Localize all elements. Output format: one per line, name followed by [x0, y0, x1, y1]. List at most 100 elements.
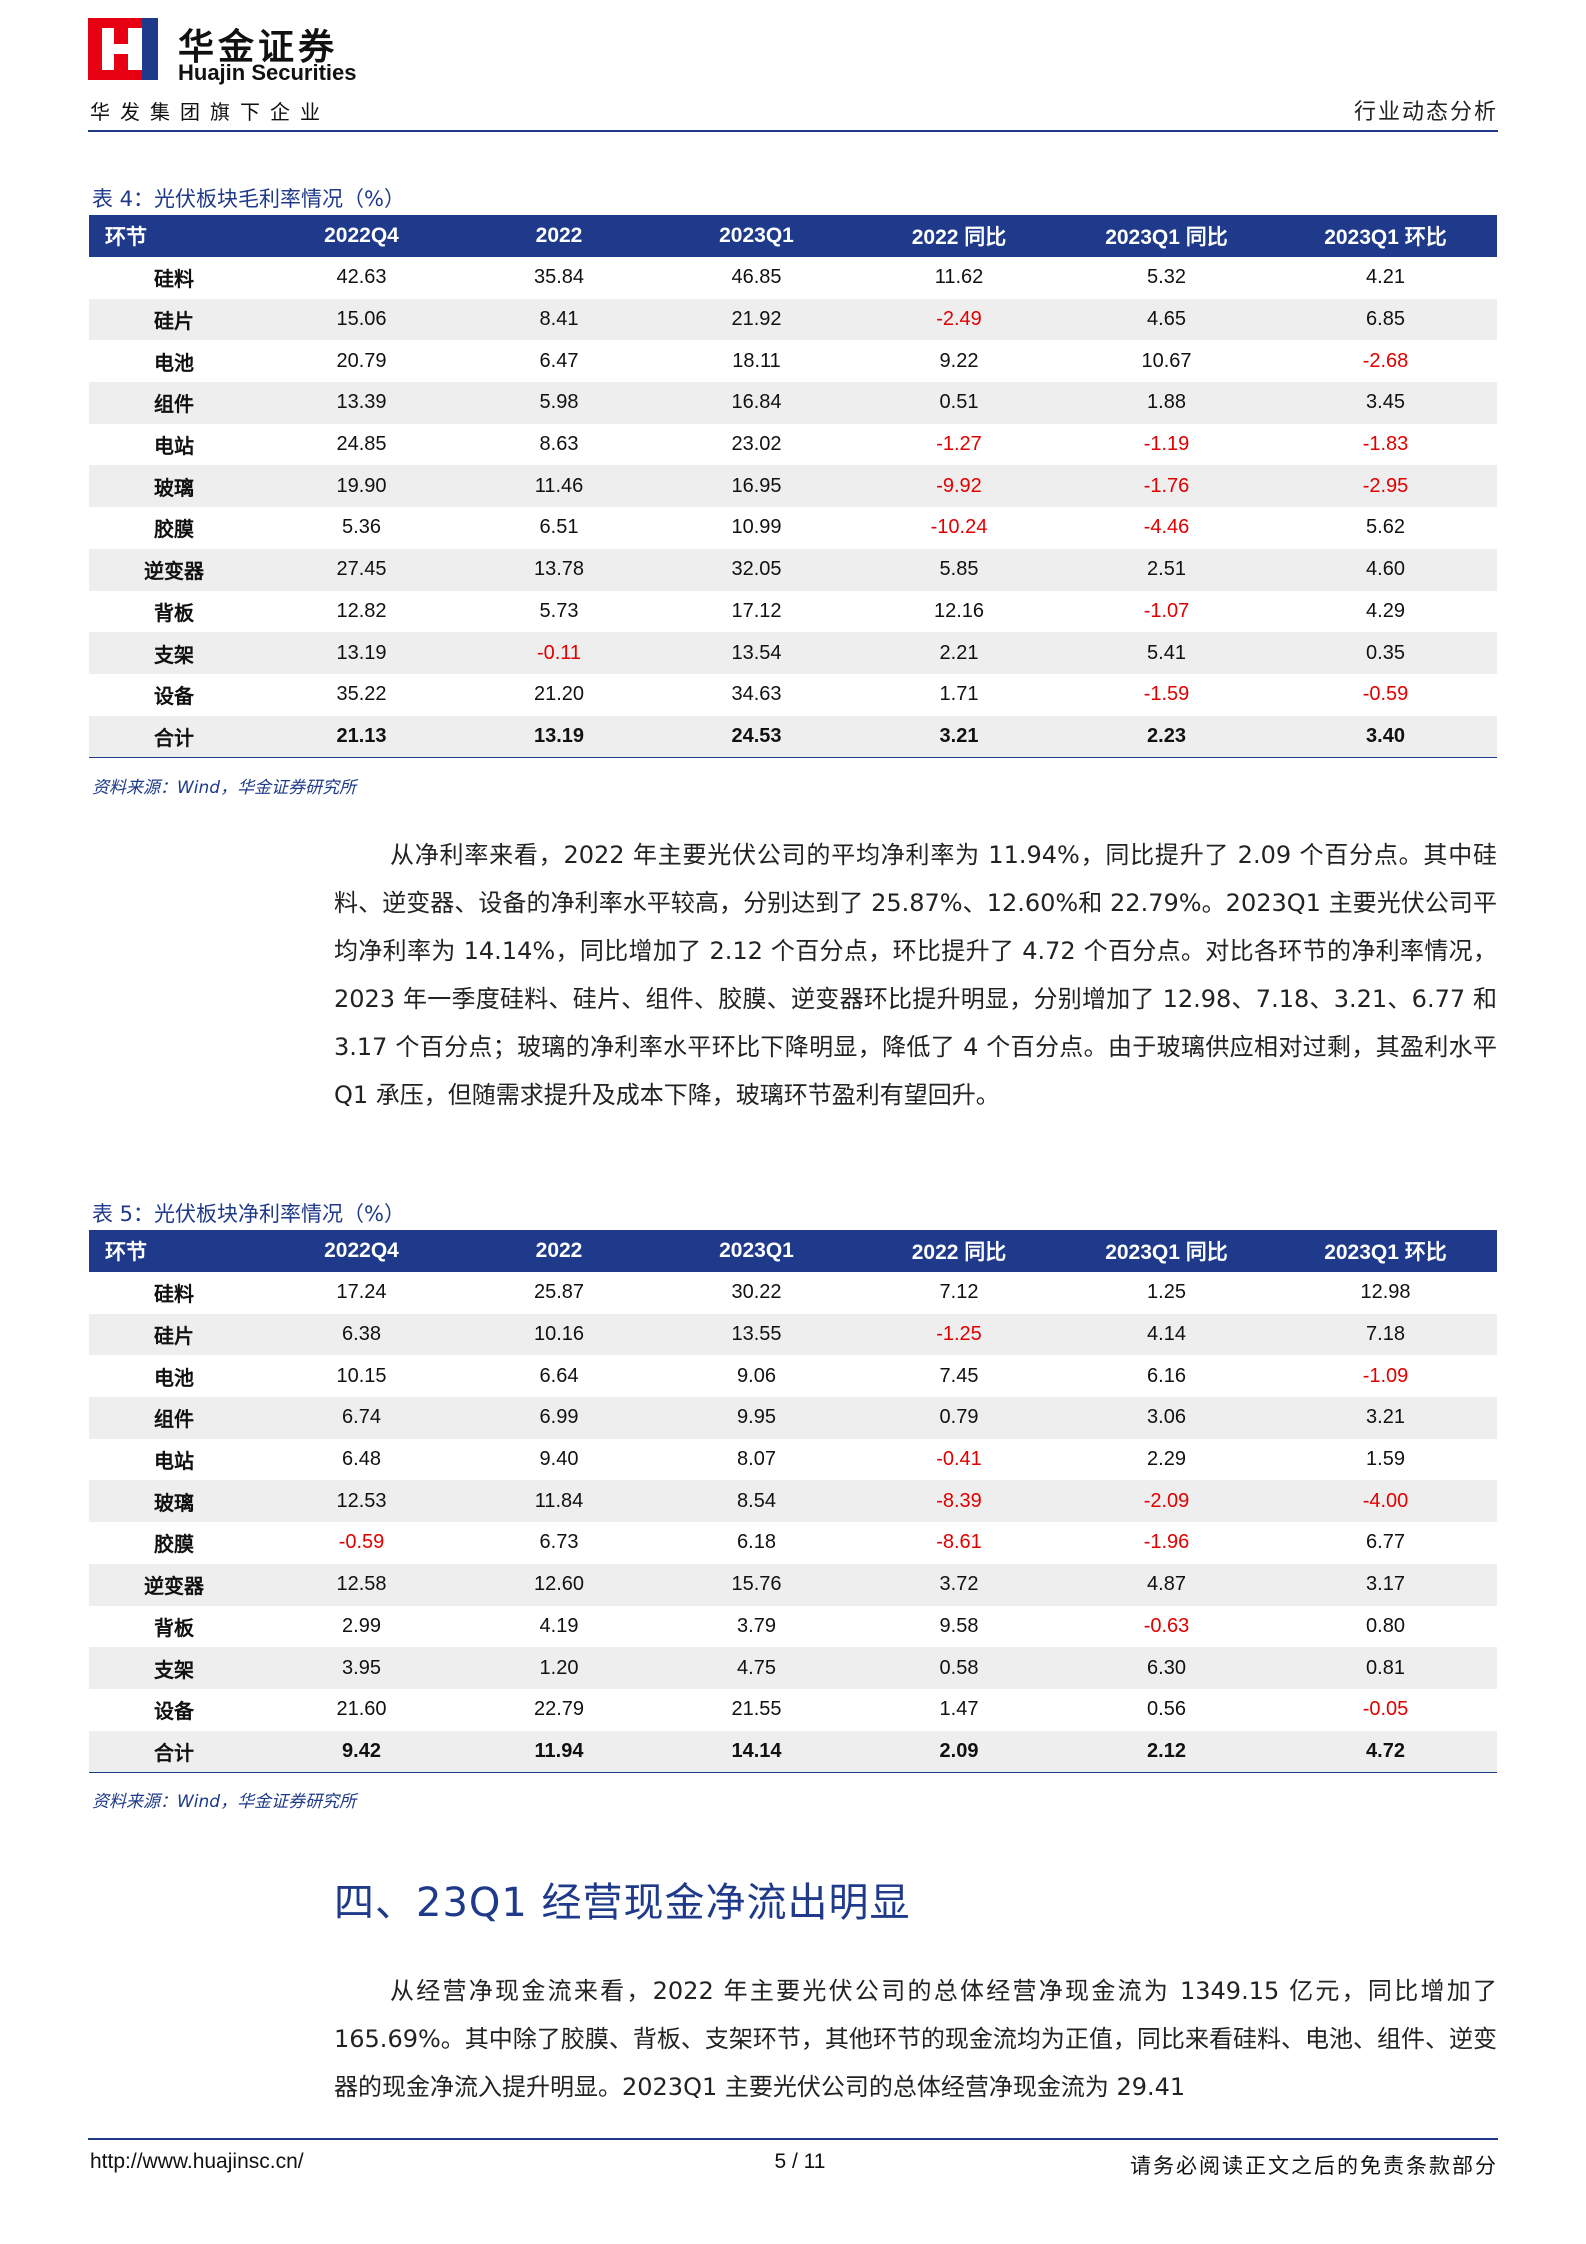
table-row: 背板 12.82 5.73 17.12 12.16 -1.07 4.29 [89, 591, 1497, 633]
table-cell: 2.23 [1059, 715, 1274, 759]
table-cell: 6.18 [737, 1531, 776, 1554]
table-cell: 25.87 [533, 1281, 585, 1304]
table-cell: -0.11 [464, 632, 654, 674]
table-cell: 15.06 [259, 298, 464, 341]
row-label: 组件 [89, 382, 259, 424]
row-label: 设备 [154, 684, 194, 709]
table-cell: 13.19 [464, 715, 654, 759]
table-cell: 3.40 [1274, 715, 1497, 759]
table-cell: 4.87 [1059, 1563, 1274, 1606]
table-row: 设备 35.22 21.20 34.63 1.71 -1.59 -0.59 [89, 674, 1497, 716]
table-cell: 4.14 [1059, 1313, 1274, 1356]
table-row: 合计 9.42 11.94 14.14 2.09 2.12 4.72 [89, 1730, 1497, 1774]
table-cell: 9.95 [654, 1397, 859, 1439]
column-header: 环节 [89, 1230, 259, 1272]
table-cell: 3.95 [259, 1647, 464, 1689]
table-cell: -1.25 [859, 1313, 1059, 1356]
page-number: 5 / 11 [774, 2150, 826, 2173]
table-cell: 16.84 [654, 382, 859, 424]
table-cell: 34.63 [731, 683, 782, 706]
row-label: 硅片 [89, 1313, 259, 1356]
table-cell: -2.49 [859, 298, 1059, 341]
company-logo-icon [88, 18, 158, 80]
table-cell: 1.47 [939, 1698, 979, 1721]
table-cell: 1.88 [1059, 382, 1274, 424]
table-row: 支架 13.19 -0.11 13.54 2.21 5.41 0.35 [89, 632, 1497, 674]
row-label: 合计 [89, 1730, 259, 1774]
table-cell: 2.51 [1059, 548, 1274, 591]
footer-divider [88, 2138, 1498, 2140]
table-cell: 4.19 [539, 1614, 579, 1637]
table-cell: 6.51 [539, 516, 579, 539]
table-cell: 6.74 [259, 1397, 464, 1439]
company-name-cn: 华金证券 [178, 27, 339, 68]
table-cell: 8.41 [464, 298, 654, 341]
table-cell: 21.13 [259, 715, 464, 759]
table-cell: 0.56 [1147, 1698, 1186, 1721]
table-cell: 6.64 [539, 1364, 579, 1387]
row-label: 玻璃 [89, 465, 259, 508]
table-cell: 7.12 [939, 1281, 979, 1304]
table-cell: 12.58 [259, 1563, 464, 1606]
table-cell: 12.53 [259, 1480, 464, 1523]
table-cell: 3.79 [737, 1614, 776, 1637]
table-cell: 12.98 [1360, 1281, 1411, 1304]
table-row: 背板 2.99 4.19 3.79 9.58 -0.63 0.80 [89, 1606, 1497, 1648]
table-cell: 13.55 [654, 1313, 859, 1356]
table-cell: 10.99 [731, 516, 782, 539]
table-row: 电站 6.48 9.40 8.07 -0.41 2.29 1.59 [89, 1439, 1497, 1481]
table-cell: -10.24 [930, 516, 988, 539]
column-header: 2023Q1 [654, 215, 859, 257]
table-cell: 8.07 [737, 1448, 776, 1471]
table-cell: 11.94 [464, 1730, 654, 1774]
table-row: 胶膜 5.36 6.51 10.99 -10.24 -4.46 5.62 [89, 507, 1497, 549]
column-header: 2022 [464, 1230, 654, 1272]
table-cell: 3.17 [1274, 1563, 1497, 1606]
table-cell: 4.65 [1059, 298, 1274, 341]
row-label: 合计 [89, 715, 259, 759]
table-cell: 15.76 [654, 1563, 859, 1606]
row-label: 玻璃 [89, 1480, 259, 1523]
table-cell: 6.48 [342, 1448, 381, 1471]
table-cell: 8.63 [539, 433, 579, 456]
column-header: 2023Q1 [654, 1230, 859, 1272]
table-cell: 27.45 [259, 548, 464, 591]
table-cell: 2.21 [859, 632, 1059, 674]
table-cell: 5.98 [464, 382, 654, 424]
table4-source: 资料来源：Wind，华金证券研究所 [92, 778, 357, 798]
row-label: 背板 [154, 600, 194, 625]
company-name-en: Huajin Securities [178, 60, 357, 85]
row-label: 电站 [154, 1449, 194, 1474]
table-cell: 22.79 [533, 1698, 585, 1721]
table-cell: 1.59 [1366, 1448, 1405, 1471]
table-cell: 0.51 [859, 382, 1059, 424]
table4-caption: 表 4：光伏板块毛利率情况（%） [92, 187, 405, 211]
table5-caption: 表 5：光伏板块净利率情况（%） [92, 1202, 405, 1226]
column-header: 2022Q4 [259, 1230, 464, 1272]
table-cell: -1.27 [936, 433, 982, 456]
table-cell: 13.19 [259, 632, 464, 674]
table-cell: 0.58 [859, 1647, 1059, 1689]
footer-website-link[interactable]: http://www.huajinsc.cn/ [90, 2150, 304, 2173]
table-cell: 12.60 [464, 1563, 654, 1606]
column-header: 2022 同比 [859, 215, 1059, 257]
table-cell: 3.21 [859, 715, 1059, 759]
table-cell: 4.29 [1366, 599, 1405, 622]
table-cell: 5.32 [1147, 266, 1186, 289]
table-row: 电池 10.15 6.64 9.06 7.45 6.16 -1.09 [89, 1355, 1497, 1397]
table-cell: 32.05 [654, 548, 859, 591]
table-cell: 9.06 [737, 1364, 776, 1387]
table-cell: 12.16 [933, 599, 985, 622]
row-label: 支架 [89, 632, 259, 674]
table-cell: 6.30 [1059, 1647, 1274, 1689]
table-cell: -1.96 [1143, 1531, 1190, 1554]
table-row: 玻璃 12.53 11.84 8.54 -8.39 -2.09 -4.00 [89, 1480, 1497, 1523]
table-cell: -1.59 [1143, 683, 1190, 706]
table-cell: 0.35 [1274, 632, 1497, 674]
table-cell: -1.83 [1362, 433, 1409, 456]
table-cell: -2.09 [1059, 1480, 1274, 1523]
table-cell: -8.39 [859, 1480, 1059, 1523]
table-cell: 10.15 [336, 1364, 387, 1387]
row-label: 支架 [89, 1647, 259, 1689]
table-cell: 13.54 [654, 632, 859, 674]
